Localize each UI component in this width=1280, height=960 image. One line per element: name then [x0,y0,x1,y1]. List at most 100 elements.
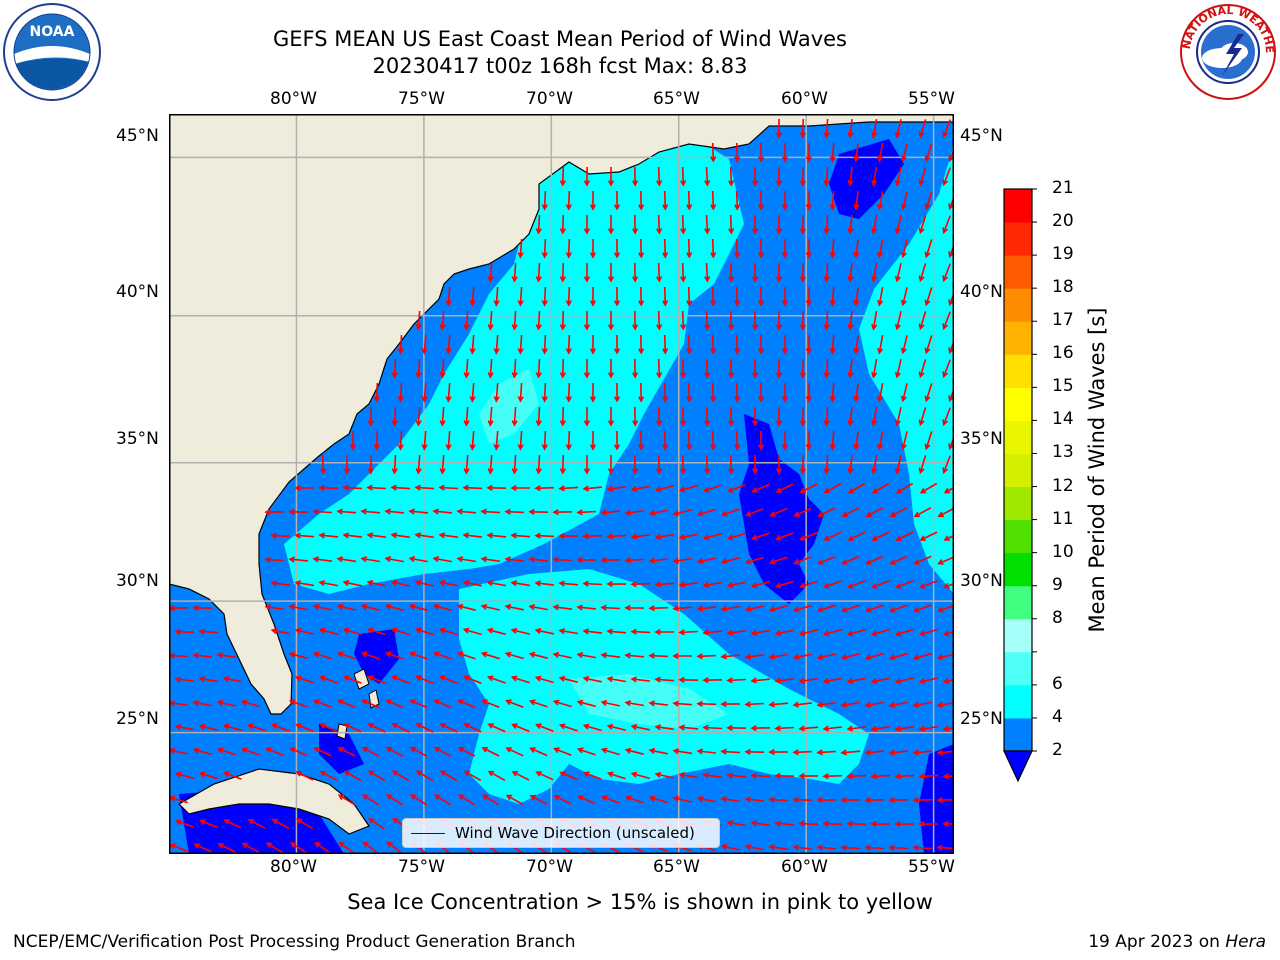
wind-wave-arrow [264,604,285,611]
wind-wave-arrow [601,795,620,804]
wind-wave-arrow [912,701,933,708]
wind-wave-arrow [871,262,878,283]
wind-wave-arrow [391,723,410,733]
wind-wave-arrow [414,579,434,587]
wind-wave-arrow [894,215,902,235]
colorbar-segment [1004,684,1032,719]
wind-wave-arrow [289,747,308,757]
lon-label-top-75w: 75°W [398,89,445,109]
wind-wave-arrow [816,749,837,756]
wind-wave-arrow [463,310,470,331]
wind-wave-arrow [415,723,434,733]
wind-wave-arrow [847,263,854,283]
wind-wave-arrow [517,334,524,355]
period-zone-cyan-east [859,144,954,594]
wind-wave-arrow [613,334,621,355]
wind-wave-arrow [918,311,927,331]
wind-wave-arrow [840,653,860,661]
wind-wave-arrow [318,627,338,636]
wind-wave-arrow [871,214,878,235]
wind-wave-arrow [384,603,404,612]
wind-wave-arrow [606,771,626,780]
wind-wave-arrow [511,310,518,331]
wind-wave-arrow [342,627,362,636]
chart-subtitle-forecast: 20230417 t00z 168h fcst Max: 8.83 [372,54,748,78]
wind-wave-arrow [630,724,650,731]
wind-wave-arrow [535,262,542,283]
wind-wave-arrow [942,359,951,378]
wind-wave-arrow [360,508,381,515]
wind-wave-arrow [918,119,927,139]
wind-wave-arrow [656,214,663,235]
wind-wave-arrow [942,167,951,186]
colorbar-segment [1004,453,1032,488]
wind-wave-arrow [823,406,830,427]
wind-wave-arrow [439,723,458,733]
wind-wave-arrow [336,603,356,611]
wind-wave-arrow [744,556,764,565]
wind-wave-arrow [397,334,404,355]
wind-wave-arrow [432,651,452,660]
wind-wave-arrow [338,841,355,854]
wind-wave-arrow [445,382,452,403]
wind-wave-arrow [734,286,741,307]
wind-wave-arrow [686,334,693,355]
wind-wave-arrow [624,700,645,707]
wind-wave-arrow [366,627,386,636]
wind-wave-arrow [493,334,500,355]
wind-wave-arrow [942,119,951,138]
wind-wave-arrow [480,651,500,660]
wind-wave-arrow [528,651,548,659]
wind-wave-arrow [541,238,548,259]
wind-wave-arrow [702,724,723,731]
wind-wave-arrow [385,794,404,806]
wind-wave-arrow [774,580,794,589]
colorbar-tick-label: 13 [1052,442,1074,463]
wind-wave-arrow [744,701,765,708]
colorbar-segment [1004,321,1032,355]
wind-wave-arrow [798,629,818,637]
wind-wave-arrow [894,311,902,331]
wind-wave-arrow [558,485,579,492]
wind-wave-arrow [750,629,771,636]
wind-wave-arrow [870,628,890,637]
lon-label-bottom-65w: 65°W [653,857,700,877]
wind-wave-arrow [888,797,909,804]
wind-wave-arrow [342,532,362,539]
wind-wave-arrow [342,579,362,587]
wind-wave-arrow [504,556,524,563]
wind-wave-arrow [924,191,933,211]
wind-wave-arrow [871,166,878,187]
wind-wave-arrow [294,532,315,539]
wind-wave-arrow [734,238,741,259]
wind-wave-arrow [894,820,915,828]
wind-wave-arrow [775,407,783,427]
wind-wave-arrow [517,382,524,403]
lon-label-top-65w: 65°W [653,89,700,109]
wind-wave-arrow [504,603,524,611]
wind-wave-arrow [438,484,459,491]
wind-wave-arrow [583,771,602,780]
wind-wave-arrow [900,191,908,211]
wind-wave-arrow [487,262,494,283]
chart-title: GEFS MEAN US East Coast Mean Period of W… [273,27,847,51]
wind-wave-arrow [529,794,548,805]
wind-wave-arrow [871,358,878,379]
wind-wave-arrow [312,651,332,660]
wind-wave-arrow [822,628,842,637]
wind-wave-arrow [793,507,812,517]
wind-wave-arrow [463,406,470,427]
wind-wave-arrow [439,406,446,427]
wind-wave-arrow [937,507,954,518]
wind-wave-arrow [390,532,411,539]
wind-wave-arrow [678,676,699,683]
wind-wave-arrow [846,628,866,637]
wind-wave-arrow [343,723,362,733]
wind-wave-arrow [198,628,219,635]
wind-wave-arrow [318,484,339,491]
wind-wave-arrow [583,262,591,283]
wind-wave-arrow [654,771,674,779]
wind-wave-arrow [720,796,741,803]
wind-wave-arrow [816,796,837,804]
wind-wave-arrow [534,532,555,539]
